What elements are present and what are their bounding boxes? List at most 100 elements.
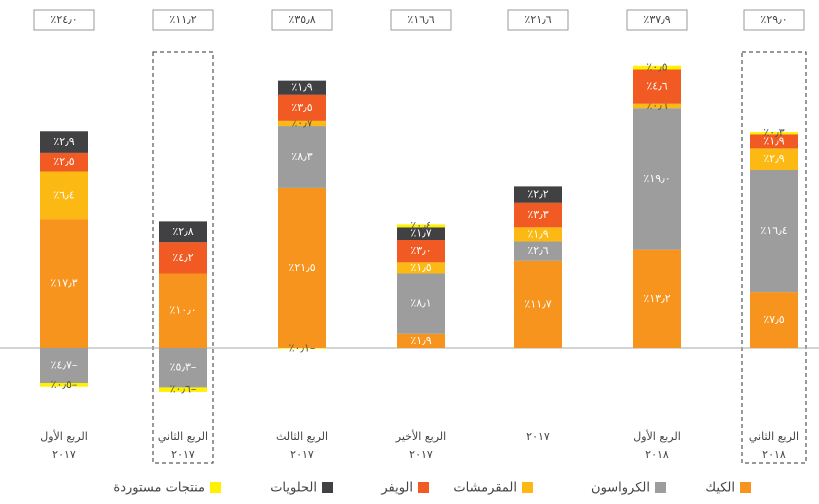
total-box [33, 9, 95, 31]
bar-segment [397, 333, 445, 348]
legend-label: منتجات مستوردة [113, 481, 205, 496]
x-tick-label: ٢٠١٧ [409, 448, 433, 461]
bar-segment [278, 94, 326, 121]
total-label: ٪٢١٫٦ [524, 13, 551, 26]
x-tick-label: ٢٠١٧ [52, 448, 76, 461]
bar-segment [278, 126, 326, 188]
data-label: ٪٢١٫٥ [288, 261, 315, 274]
data-label: ٪٠٫٥ [646, 61, 667, 74]
bar-segment [40, 152, 88, 172]
total-box [152, 9, 214, 31]
data-label: ٪١٠٫٠ [169, 304, 196, 317]
data-label: ٪٢٫٥ [53, 155, 74, 168]
legend-label: الحلويات [270, 481, 317, 496]
highlight-box [741, 51, 807, 464]
data-label: ٪٤٫٦ [646, 80, 667, 93]
bar-segment [633, 249, 681, 348]
data-label: ٪٣٫٥ [291, 101, 312, 114]
total-label: ٪٣٥٫٨ [288, 13, 315, 26]
bar-segment [40, 382, 88, 387]
bar-segment [278, 187, 326, 348]
x-tick-label: ٢٠١٨ [645, 448, 669, 461]
legend-swatch [522, 482, 533, 493]
data-label: ٪٨٫١ [410, 297, 431, 310]
data-label: ٪٦٫٤ [53, 188, 74, 201]
x-tick-label: ٢٠١٧ [290, 448, 314, 461]
bar-segment [159, 242, 207, 274]
data-label: ٪٧٫٥ [763, 313, 784, 326]
data-label: ٪٢٫٨ [172, 225, 193, 238]
bar-segment [514, 202, 562, 228]
total-label: ٪٢٤٫٠ [50, 13, 77, 26]
legend-swatch [655, 482, 666, 493]
bar-segment [633, 65, 681, 70]
data-label: ٪٠٫٦– [170, 383, 197, 396]
data-label: ٪٠٫٣ [763, 126, 784, 139]
data-label: ٪٠٫٥– [51, 378, 78, 391]
total-box [626, 9, 688, 31]
bar-segment [40, 131, 88, 153]
bar-segment [278, 347, 326, 349]
x-tick-label: الربع الثالث [276, 430, 328, 443]
data-label: ٪٤٫٧– [51, 358, 78, 371]
bar-segment [633, 69, 681, 104]
bar-segment [159, 221, 207, 243]
bar-segment [159, 347, 207, 388]
bar-segment [514, 260, 562, 348]
x-tick-label: الربع الثاني [749, 430, 799, 443]
data-label: ٪١٫٩ [410, 334, 431, 347]
bar-segment [397, 240, 445, 263]
legend-swatch [418, 482, 429, 493]
bar-segment [40, 219, 88, 348]
data-label: ٪١٦٫٤ [760, 224, 787, 237]
bar-segment [159, 387, 207, 392]
bar-segment [750, 292, 798, 348]
data-label: ٪٢٫٦ [527, 244, 548, 257]
data-label: ٪١٫٩ [763, 134, 784, 147]
x-tick-label: الربع الأخير [395, 429, 446, 443]
data-label: ٪١١٫٧ [524, 297, 551, 310]
data-label: ٪١٩٫٠ [643, 172, 670, 185]
total-box [390, 9, 452, 31]
total-box [507, 9, 569, 31]
bar-segment [159, 273, 207, 348]
data-label: ٪١٫٥ [410, 261, 431, 274]
legend-label: الكرواسون [591, 481, 650, 496]
bar-segment [514, 186, 562, 203]
data-label: ٪٢٫٩ [53, 135, 74, 148]
data-label: ٪٣٫٠ [410, 244, 431, 257]
total-label: ٪١٦٫٦ [407, 13, 434, 26]
data-label: ٪٨٫٣ [291, 150, 312, 163]
total-label: ٪١١٫٢ [169, 13, 196, 26]
x-tick-label: الربع الأول [40, 429, 88, 443]
legend-label: الويفر [380, 481, 413, 496]
x-tick-label: ٢٠١٧ [526, 430, 550, 443]
bar-segment [633, 103, 681, 109]
bar-segment [278, 120, 326, 127]
data-label: ٪١٫٩ [527, 227, 548, 240]
x-tick-label: ٢٠١٨ [762, 448, 786, 461]
data-label: ٪٢٫٢ [527, 188, 548, 201]
bar-segment [397, 273, 445, 334]
total-box [271, 9, 333, 31]
legend-label: الكيك [705, 481, 735, 496]
x-tick-label: ٢٠١٧ [171, 448, 195, 461]
total-box [743, 9, 805, 31]
bar-segment [750, 148, 798, 170]
bar-segment [278, 80, 326, 95]
bar-segment [397, 224, 445, 228]
legend-label: المقرمشات [453, 481, 517, 496]
data-label: ٪٤٫٢ [172, 251, 193, 264]
data-label: ٪١٣٫٢ [643, 292, 670, 305]
legend-swatch [210, 482, 221, 493]
bar-segment [40, 347, 88, 383]
bar-segment [514, 227, 562, 242]
x-tick-label: الربع الثاني [158, 430, 208, 443]
data-label: ٪٥٫٣– [170, 361, 197, 374]
data-label: ٪١٫٧ [410, 227, 431, 240]
data-label: ٪١٫٩ [291, 81, 312, 94]
data-label: ٪٢٫٩ [763, 152, 784, 165]
total-label: ٪٣٧٫٩ [643, 13, 670, 26]
x-tick-label: الربع الأول [633, 429, 681, 443]
